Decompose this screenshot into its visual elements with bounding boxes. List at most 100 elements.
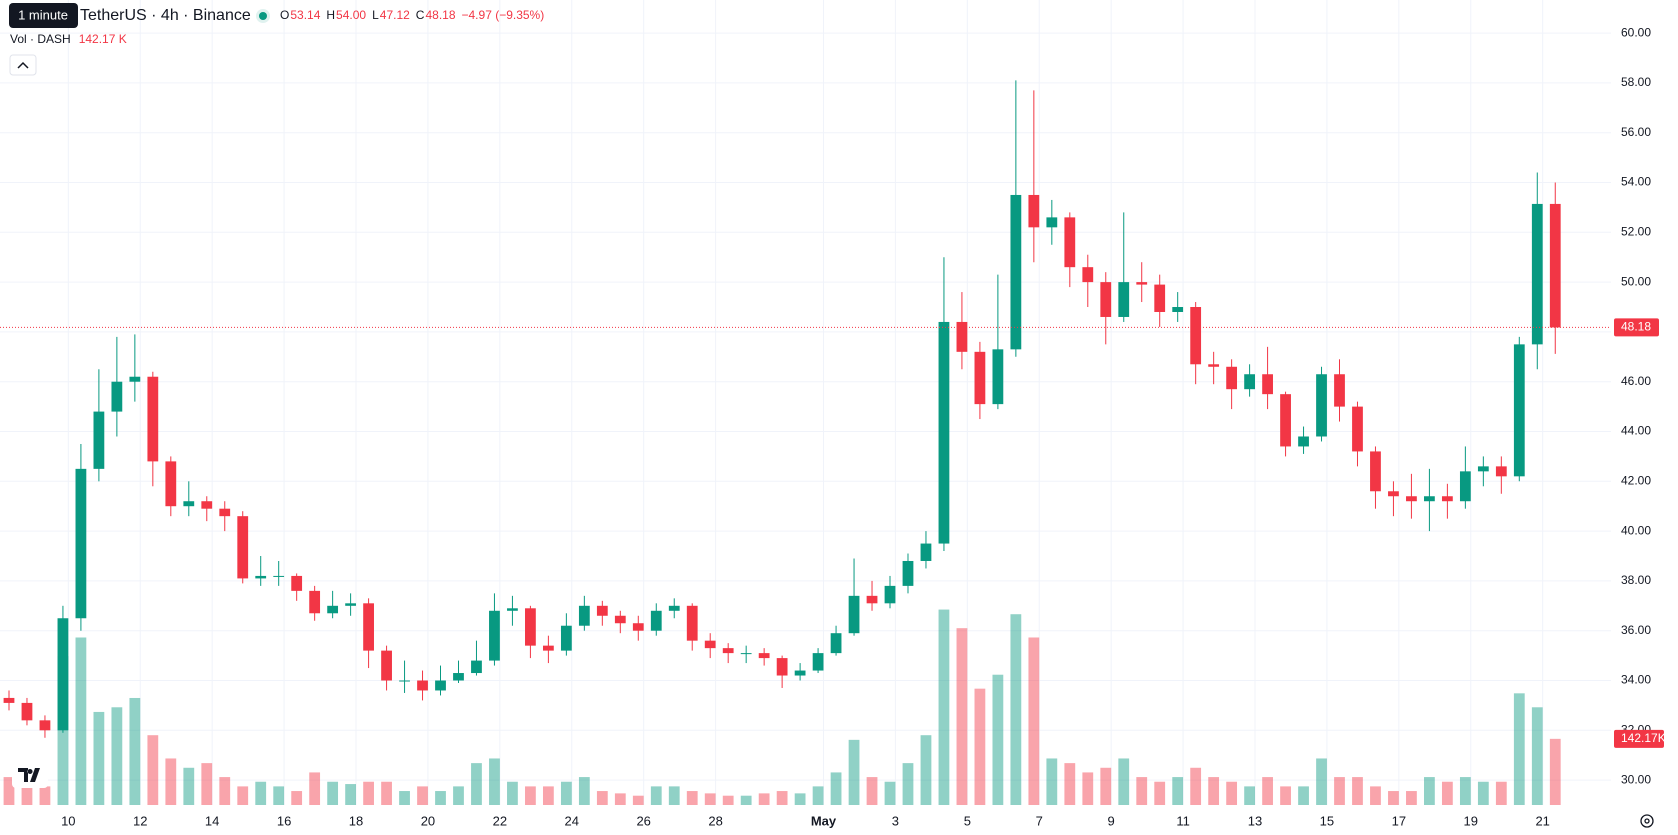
candle-body: [758, 653, 770, 659]
axes: 30.0032.0034.0036.0038.0040.0042.0044.00…: [0, 25, 1666, 828]
candle-body: [1028, 194, 1040, 228]
volume-bar: [309, 772, 321, 805]
x-tick-label: 13: [1248, 813, 1262, 828]
candle-body: [722, 648, 734, 654]
last-price-label: 48.18: [1621, 320, 1651, 334]
x-tick-label: 21: [1535, 813, 1549, 828]
symbol: TetherUS · 4h · Binance: [80, 7, 251, 24]
x-tick-label: 5: [964, 813, 971, 828]
candle-body: [435, 680, 446, 691]
volume-bar: [1370, 786, 1381, 805]
candle-body: [686, 605, 698, 641]
x-tick-label: 19: [1464, 813, 1478, 828]
candle-body: [632, 623, 644, 631]
price-pane: [3, 80, 1561, 738]
candle-body: [578, 605, 590, 626]
y-tick-label: 34.00: [1621, 673, 1651, 687]
ohlc-legend: O 53.14 H 54.00 L 47.12 C 48.18 −4.97 (−9.35%): [280, 8, 544, 22]
candle-body: [1136, 282, 1148, 285]
y-tick-label: 60.00: [1621, 25, 1651, 39]
candle-body: [1010, 194, 1022, 350]
candle-body: [1513, 344, 1525, 477]
volume-bar: [1477, 781, 1489, 805]
volume-bar: [1424, 777, 1435, 805]
x-tick-label: 3: [892, 813, 899, 828]
volume-bar: [1208, 777, 1220, 805]
candle-body: [1154, 284, 1166, 312]
volume-bar: [219, 777, 231, 805]
volume-bar: [237, 786, 249, 805]
volume-bar: [453, 786, 464, 805]
candle-body: [291, 575, 303, 591]
y-tick-label: 42.00: [1621, 473, 1651, 487]
candle-body: [1190, 307, 1202, 365]
candle-body: [1424, 496, 1435, 502]
candle-body: [1244, 374, 1255, 390]
ohlc-key: C: [416, 8, 425, 22]
volume-bar: [578, 777, 590, 805]
change: −4.97 (−9.35%): [462, 8, 545, 22]
candle-body: [1459, 471, 1471, 502]
logo-mark: [18, 768, 40, 782]
volume-bar: [471, 763, 482, 805]
x-tick-label: 16: [277, 813, 291, 828]
volume-pane: [3, 609, 1561, 805]
y-tick-label: 56.00: [1621, 125, 1651, 139]
y-tick-label: 58.00: [1621, 75, 1651, 89]
volume-bar: [1406, 791, 1417, 805]
candle-body: [740, 653, 752, 655]
volume-bar: [507, 781, 518, 805]
candle-body: [381, 650, 392, 681]
candle-body: [596, 605, 608, 616]
candle-body: [1531, 203, 1543, 345]
ohlc-value: 53.14: [290, 8, 320, 22]
y-tick-label: 36.00: [1621, 623, 1651, 637]
candle-body: [704, 640, 716, 649]
candle-body: [1064, 217, 1076, 268]
volume-bar: [75, 637, 87, 805]
volume-value: 142.17 K: [79, 32, 127, 46]
volume-bar: [866, 777, 878, 805]
candle-body: [956, 321, 968, 352]
volume-bar: [992, 674, 1004, 805]
volume-bar: [1298, 786, 1309, 805]
collapse-icon: [17, 61, 29, 69]
candle-body: [1208, 364, 1220, 367]
x-tick-label: 15: [1320, 813, 1334, 828]
volume-bar: [435, 791, 446, 805]
candle-body: [93, 411, 105, 469]
volume-bar: [273, 786, 285, 805]
volume-bar: [1352, 777, 1363, 805]
volume-bar: [1118, 758, 1130, 805]
volume-bar: [740, 795, 752, 805]
logo-bg: [12, 762, 48, 788]
volume-bar: [147, 735, 159, 805]
volume-bar: [327, 781, 339, 805]
volume-bar: [1064, 763, 1076, 805]
volume-bar: [1549, 738, 1561, 805]
candle-body: [974, 351, 986, 405]
volume-bar: [614, 793, 626, 805]
candle-body: [1172, 307, 1184, 312]
x-tick-label: 14: [205, 813, 219, 828]
candle-body: [614, 615, 626, 624]
volume-bar: [1262, 777, 1273, 805]
candle-body: [1370, 451, 1381, 492]
volume-bar: [183, 767, 195, 805]
volume-bar: [704, 793, 716, 805]
y-tick-label: 44.00: [1621, 424, 1651, 438]
candle-body: [1495, 466, 1507, 477]
settings[interactable]: [1640, 814, 1654, 828]
candle-body: [1388, 491, 1399, 497]
volume-label-box: [1614, 729, 1664, 748]
settings-icon[interactable]: [1640, 814, 1654, 828]
ohlc-key: O: [280, 8, 289, 22]
x-tick-label: 12: [133, 813, 147, 828]
volume-bar: [417, 786, 428, 805]
volume-bar: [1280, 786, 1291, 805]
volume-bar: [1441, 781, 1453, 805]
status-dot: [259, 12, 267, 20]
candle-body: [21, 702, 33, 721]
candle-body: [992, 349, 1004, 405]
collapse-button[interactable]: [9, 54, 37, 76]
